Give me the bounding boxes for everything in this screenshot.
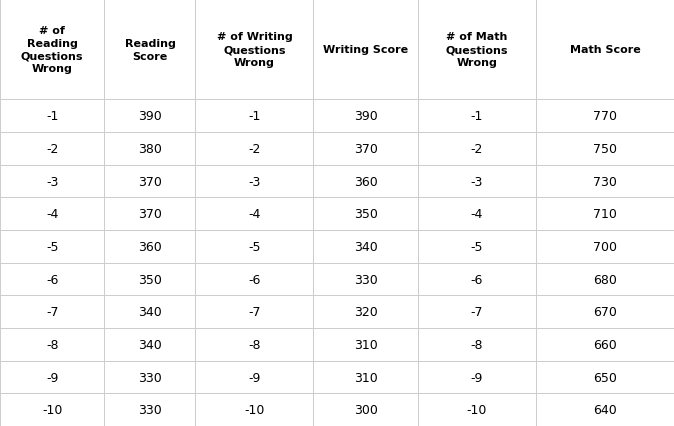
Text: -5: -5 — [470, 240, 483, 253]
Text: -7: -7 — [470, 305, 483, 318]
Text: 700: 700 — [593, 240, 617, 253]
Text: 650: 650 — [593, 371, 617, 383]
Text: -8: -8 — [248, 338, 261, 351]
Text: 710: 710 — [593, 208, 617, 221]
Text: -10: -10 — [42, 403, 63, 416]
Text: 730: 730 — [593, 175, 617, 188]
Text: -1: -1 — [46, 110, 59, 123]
Text: 750: 750 — [593, 143, 617, 155]
Text: -2: -2 — [470, 143, 483, 155]
Text: -3: -3 — [248, 175, 261, 188]
Text: 380: 380 — [138, 143, 162, 155]
Text: -9: -9 — [470, 371, 483, 383]
Text: -3: -3 — [470, 175, 483, 188]
Text: Writing Score: Writing Score — [323, 45, 408, 55]
Text: -6: -6 — [470, 273, 483, 286]
Text: -5: -5 — [248, 240, 261, 253]
Text: # of Math
Questions
Wrong: # of Math Questions Wrong — [446, 32, 508, 68]
Text: 350: 350 — [354, 208, 377, 221]
Text: # of Writing
Questions
Wrong: # of Writing Questions Wrong — [216, 32, 293, 68]
Text: 370: 370 — [138, 175, 162, 188]
Text: 310: 310 — [354, 338, 377, 351]
Text: 300: 300 — [354, 403, 377, 416]
Text: 350: 350 — [138, 273, 162, 286]
Text: 330: 330 — [138, 403, 162, 416]
Text: -6: -6 — [46, 273, 59, 286]
Text: 340: 340 — [138, 338, 162, 351]
Text: 640: 640 — [593, 403, 617, 416]
Text: 310: 310 — [354, 371, 377, 383]
Text: -6: -6 — [248, 273, 261, 286]
Text: 390: 390 — [138, 110, 162, 123]
Text: 330: 330 — [354, 273, 377, 286]
Text: # of
Reading
Questions
Wrong: # of Reading Questions Wrong — [21, 26, 84, 74]
Text: -4: -4 — [46, 208, 59, 221]
Text: -5: -5 — [46, 240, 59, 253]
Text: 390: 390 — [354, 110, 377, 123]
Text: 360: 360 — [354, 175, 377, 188]
Text: 320: 320 — [354, 305, 377, 318]
Text: 340: 340 — [354, 240, 377, 253]
Text: 660: 660 — [593, 338, 617, 351]
Text: -4: -4 — [248, 208, 261, 221]
Text: 330: 330 — [138, 371, 162, 383]
Text: -4: -4 — [470, 208, 483, 221]
Text: -8: -8 — [470, 338, 483, 351]
Text: -7: -7 — [46, 305, 59, 318]
Text: -1: -1 — [470, 110, 483, 123]
Text: 770: 770 — [593, 110, 617, 123]
Text: 670: 670 — [593, 305, 617, 318]
Text: -1: -1 — [248, 110, 261, 123]
Text: -7: -7 — [248, 305, 261, 318]
Text: 680: 680 — [593, 273, 617, 286]
Text: 340: 340 — [138, 305, 162, 318]
Text: -9: -9 — [46, 371, 59, 383]
Text: -10: -10 — [244, 403, 265, 416]
Text: -8: -8 — [46, 338, 59, 351]
Text: 370: 370 — [138, 208, 162, 221]
Text: -9: -9 — [248, 371, 261, 383]
Text: Reading
Score: Reading Score — [125, 39, 175, 61]
Text: -3: -3 — [46, 175, 59, 188]
Text: 360: 360 — [138, 240, 162, 253]
Text: -10: -10 — [466, 403, 487, 416]
Text: -2: -2 — [248, 143, 261, 155]
Text: -2: -2 — [46, 143, 59, 155]
Text: 370: 370 — [354, 143, 377, 155]
Text: Math Score: Math Score — [570, 45, 640, 55]
